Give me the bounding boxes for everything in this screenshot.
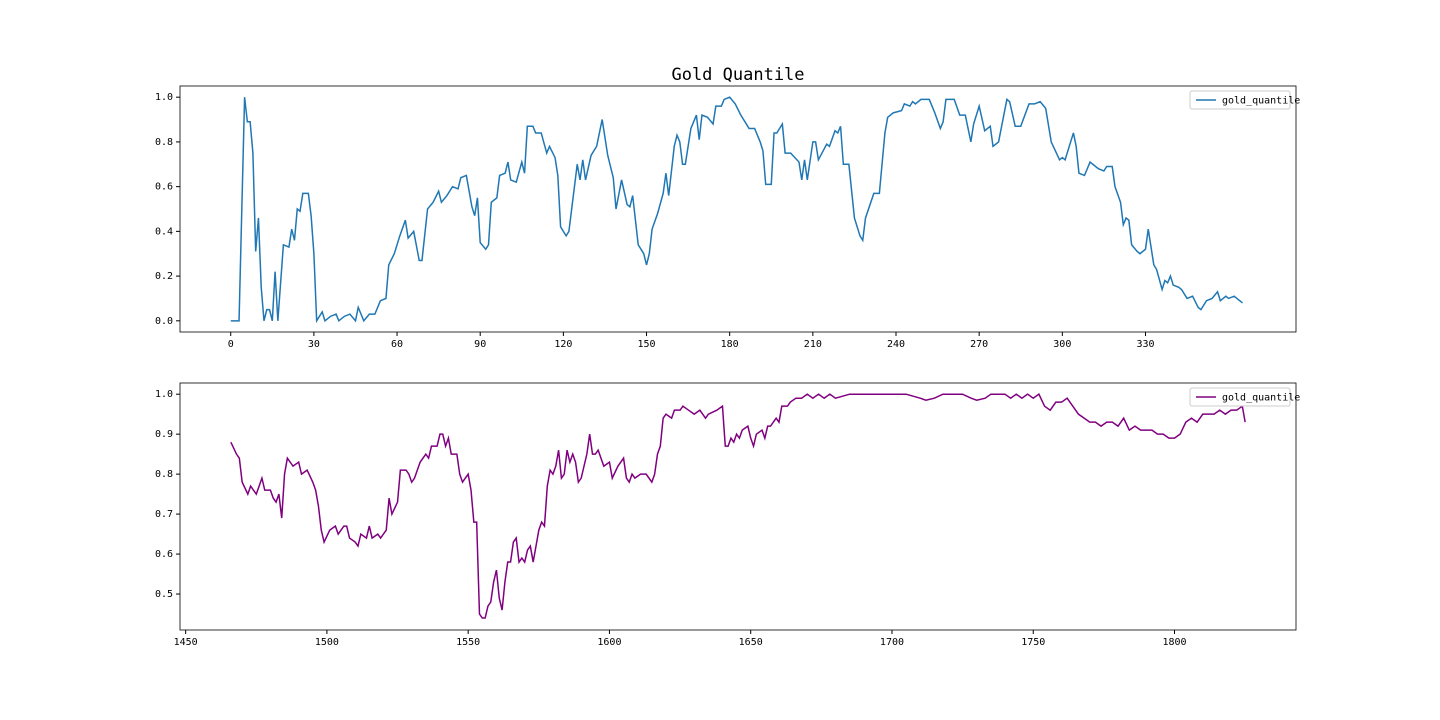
x-tick-label: 1800: [1162, 637, 1186, 648]
x-tick-label: 30: [308, 339, 320, 350]
x-tick-label: 1600: [597, 637, 621, 648]
x-tick-label: 180: [721, 339, 739, 350]
y-tick-label: 0.6: [155, 549, 173, 560]
y-tick-label: 1.0: [155, 389, 173, 400]
x-tick-label: 300: [1053, 339, 1071, 350]
x-tick-label: 1750: [1021, 637, 1045, 648]
legend-label: gold_quantile: [1222, 96, 1300, 107]
axes-frame: [179, 382, 1297, 631]
data-line: [230, 96, 1243, 324]
x-tick-label: 240: [887, 339, 905, 350]
x-tick-label: 1500: [315, 637, 339, 648]
legend-box: [1189, 387, 1291, 407]
axes-frame: [179, 85, 1297, 333]
x-tick-label: 150: [637, 339, 655, 350]
y-tick-label: 0.7: [155, 509, 173, 520]
y-tick-label: 0.8: [155, 469, 173, 480]
x-tick-label: 1550: [456, 637, 480, 648]
x-tick-label: 330: [1136, 339, 1154, 350]
y-tick-label: 1.0: [155, 92, 173, 103]
x-tick-label: 1700: [880, 637, 904, 648]
data-line: [230, 393, 1246, 619]
x-tick-label: 210: [804, 339, 822, 350]
y-tick-label: 0.8: [155, 137, 173, 148]
y-tick-label: 0.5: [155, 589, 173, 600]
x-tick-label: 90: [474, 339, 486, 350]
x-tick-label: 0: [228, 339, 234, 350]
y-tick-label: 0.6: [155, 182, 173, 193]
x-tick-label: 270: [970, 339, 988, 350]
y-tick-label: 0.2: [155, 271, 173, 282]
x-tick-label: 60: [391, 339, 403, 350]
y-tick-label: 0.0: [155, 316, 173, 327]
chart-title: Gold Quantile: [671, 65, 804, 85]
legend-label: gold_quantile: [1222, 393, 1300, 404]
legend-box: [1189, 90, 1291, 110]
y-tick-label: 0.4: [155, 226, 173, 237]
x-tick-label: 1450: [174, 637, 198, 648]
y-tick-label: 0.9: [155, 429, 173, 440]
x-tick-label: 1650: [739, 637, 763, 648]
x-tick-label: 120: [554, 339, 572, 350]
